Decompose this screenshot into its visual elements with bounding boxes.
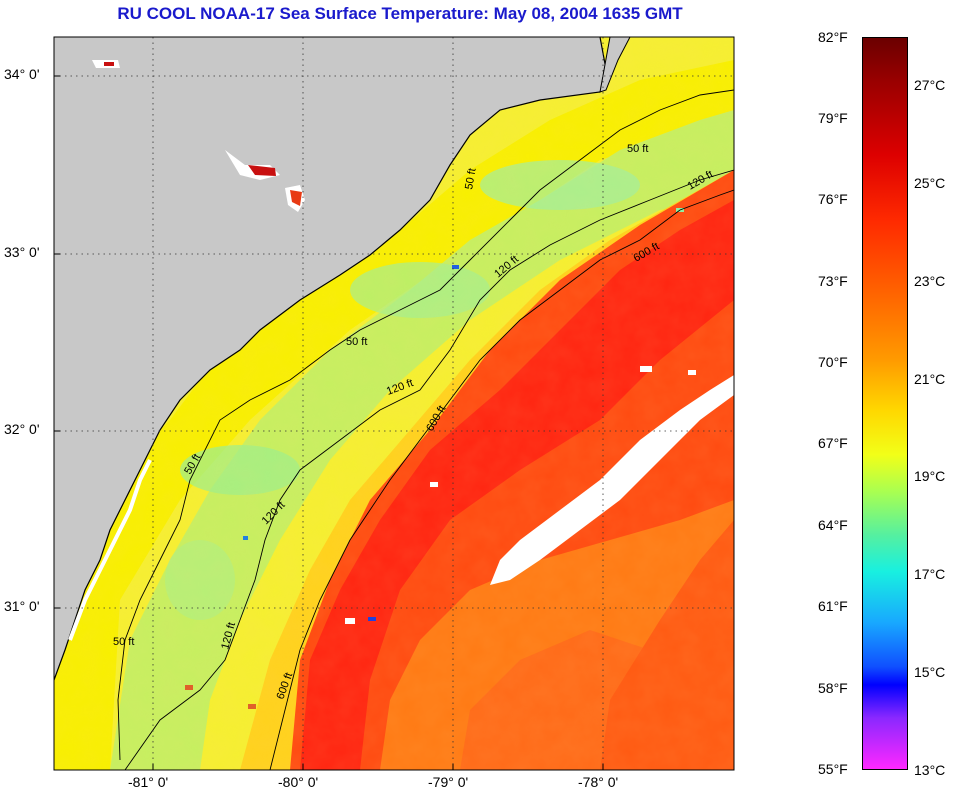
lon-label: -81° 0' xyxy=(128,774,169,790)
lon-label: -79° 0' xyxy=(428,774,469,790)
colorbar-c-label: 27°C xyxy=(914,77,946,93)
cold-fleck xyxy=(243,536,248,540)
colorbar-c-label: 23°C xyxy=(914,273,946,289)
contour-50ft xyxy=(117,89,734,761)
map-title: RU COOL NOAA-17 Sea Surface Temperature:… xyxy=(117,4,683,23)
land-area xyxy=(54,37,608,680)
colorbar-f-label: 73°F xyxy=(818,273,848,289)
colorbar-c-label: 15°C xyxy=(914,664,946,680)
temperature-colorbar xyxy=(862,37,908,770)
colorbar-f-label: 55°F xyxy=(818,761,848,777)
colorbar-f-label: 67°F xyxy=(818,435,848,451)
contour-label: 50 ft xyxy=(627,143,648,155)
outer-banks xyxy=(599,37,631,93)
contour-label: 50 ft xyxy=(463,167,479,190)
warm-fleck xyxy=(185,685,193,690)
lon-label: -80° 0' xyxy=(278,774,319,790)
colorbar-c-label: 21°C xyxy=(914,371,946,387)
contour-120ft xyxy=(124,169,734,770)
contour-600ft xyxy=(269,189,734,770)
colorbar-c-label: 13°C xyxy=(914,762,946,778)
colorbar-c-label: 19°C xyxy=(914,468,946,484)
colorbar-f-label: 58°F xyxy=(818,680,848,696)
colorbar-f-label: 82°F xyxy=(818,29,848,45)
colorbar-f-label: 79°F xyxy=(818,110,848,126)
lake-marion-warm xyxy=(248,165,276,176)
cold-fleck xyxy=(368,617,376,621)
cloud-fleck xyxy=(430,482,438,487)
cloud-fleck xyxy=(688,370,696,375)
lake-moultrie-warm xyxy=(290,190,302,206)
colorbar-c-label: 17°C xyxy=(914,566,946,582)
cloud-fleck xyxy=(345,618,355,624)
lat-label: 32° 0' xyxy=(4,421,40,437)
cold-fleck xyxy=(452,265,459,269)
colorbar-f-label: 70°F xyxy=(818,354,848,370)
contour-label: 50 ft xyxy=(346,336,367,348)
map-frame xyxy=(53,36,735,771)
coastline xyxy=(54,37,609,681)
warm-fleck xyxy=(248,704,256,709)
lat-label: 31° 0' xyxy=(4,598,40,614)
inland-patch-warm xyxy=(104,62,114,66)
colorbar-f-label: 64°F xyxy=(818,517,848,533)
lon-label: -78° 0' xyxy=(578,774,619,790)
coastal-white-fringe xyxy=(68,459,152,641)
cloud-fleck xyxy=(640,366,652,372)
colorbar-f-label: 61°F xyxy=(818,598,848,614)
colorbar-f-label: 76°F xyxy=(818,191,848,207)
lat-label: 33° 0' xyxy=(4,244,40,260)
contour-label: 50 ft xyxy=(113,636,134,648)
lat-label: 34° 0' xyxy=(4,66,40,82)
cloud-band xyxy=(490,375,734,585)
colorbar-c-label: 25°C xyxy=(914,175,946,191)
